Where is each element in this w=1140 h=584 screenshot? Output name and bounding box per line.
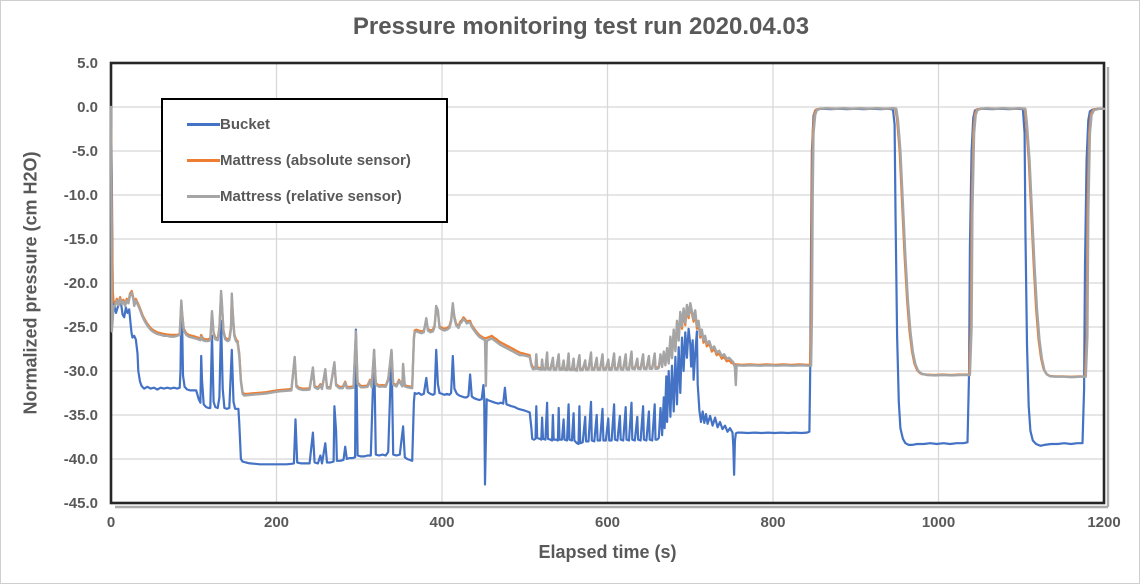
x-tick-label: 200 <box>264 514 289 531</box>
y-tick-label: 0.0 <box>77 99 98 116</box>
x-tick-label: 800 <box>760 514 785 531</box>
y-tick-label: -10.0 <box>64 187 98 204</box>
y-tick-label: -15.0 <box>64 231 98 248</box>
y-tick-label: -35.0 <box>64 407 98 424</box>
mattress-relative-line-swatch <box>187 195 220 199</box>
x-axis-title: Elapsed time (s) <box>538 542 677 562</box>
bucket-line-swatch <box>187 122 220 126</box>
legend: Bucket Mattress (absolute sensor) Mattre… <box>161 98 448 223</box>
legend-entry-mattress-absolute: Mattress (absolute sensor) <box>187 152 446 169</box>
x-tick-label: 1200 <box>1087 514 1120 531</box>
y-tick-label: -20.0 <box>64 275 98 292</box>
y-tick-label: -30.0 <box>64 363 98 380</box>
y-tick-label: -45.0 <box>64 495 98 512</box>
y-tick-label: -5.0 <box>72 143 98 160</box>
x-tick-label: 1000 <box>922 514 955 531</box>
mattress-absolute-line-swatch <box>187 158 220 162</box>
x-tick-label: 0 <box>107 514 115 531</box>
legend-entry-mattress-relative: Mattress (relative sensor) <box>187 188 446 205</box>
mattress-relative-line <box>109 105 1106 397</box>
legend-label: Bucket <box>220 115 271 133</box>
x-tick-label: 600 <box>595 514 620 531</box>
chart-title: Pressure monitoring test run 2020.04.03 <box>352 13 810 40</box>
y-tick-label: -40.0 <box>64 451 98 468</box>
legend-label: Mattress (absolute sensor) <box>220 151 411 169</box>
x-tick-label: 400 <box>429 514 454 531</box>
legend-entry-bucket: Bucket <box>187 116 446 133</box>
y-tick-label: 5.0 <box>77 55 98 72</box>
legend-label: Mattress (relative sensor) <box>220 188 402 206</box>
y-tick-label: -25.0 <box>64 319 98 336</box>
